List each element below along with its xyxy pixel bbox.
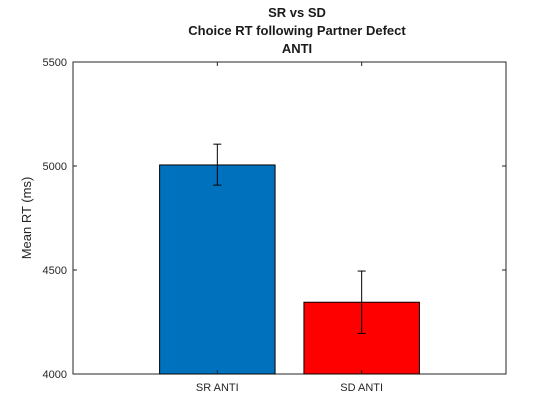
plot-area [72,61,507,375]
chart-title-line-2: Choice RT following Partner Defect [188,23,406,38]
y-tick-label: 4500 [43,265,67,277]
error-bar-2 [357,270,366,334]
x-tick-label: SR ANTI [196,382,239,394]
y-tick-label: 5000 [43,161,67,173]
y-axis-label: Mean RT (ms) [19,177,34,260]
chart-title-line-3: ANTI [282,41,312,56]
y-axis: 4000 4500 5000 5500 [43,57,506,381]
bar-1 [159,164,276,375]
error-bars-group [213,143,366,334]
x-axis: SR ANTI SD ANTI [196,62,383,394]
chart-title-line-1: SR vs SD [268,5,326,20]
error-bar-1 [213,143,222,186]
y-tick-label: 5500 [43,57,67,69]
chart-title-block: SR vs SD Choice RT following Partner Def… [188,5,406,56]
x-tick-label: SD ANTI [340,382,383,394]
y-tick-label: 4000 [43,369,67,381]
